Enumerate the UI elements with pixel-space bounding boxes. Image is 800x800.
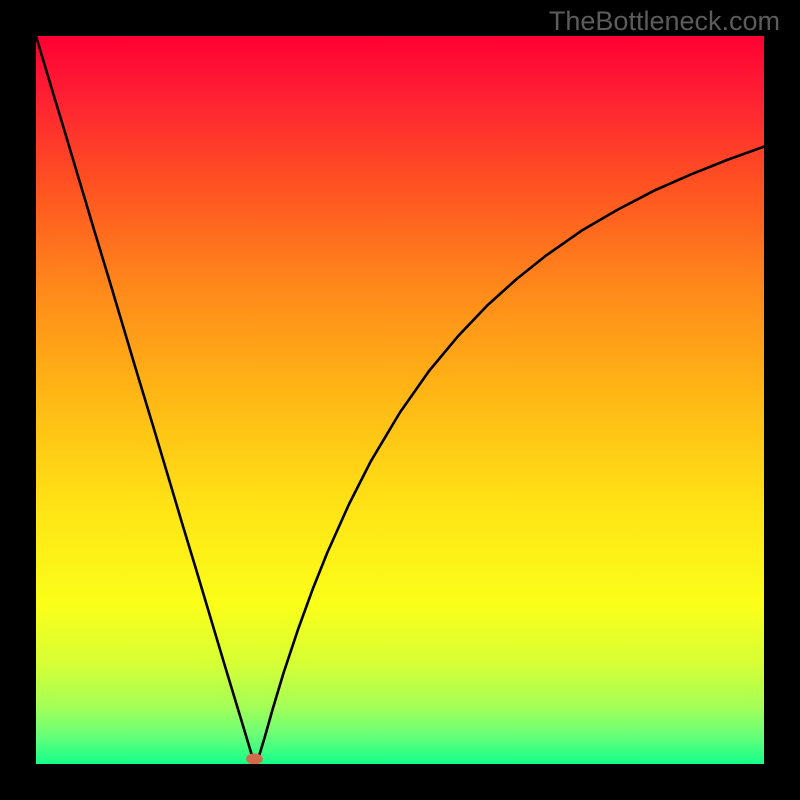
watermark-text: TheBottleneck.com bbox=[549, 6, 780, 37]
bottleneck-curve-plot bbox=[36, 36, 764, 764]
chart-stage: TheBottleneck.com bbox=[0, 0, 800, 800]
min-marker bbox=[246, 753, 263, 764]
